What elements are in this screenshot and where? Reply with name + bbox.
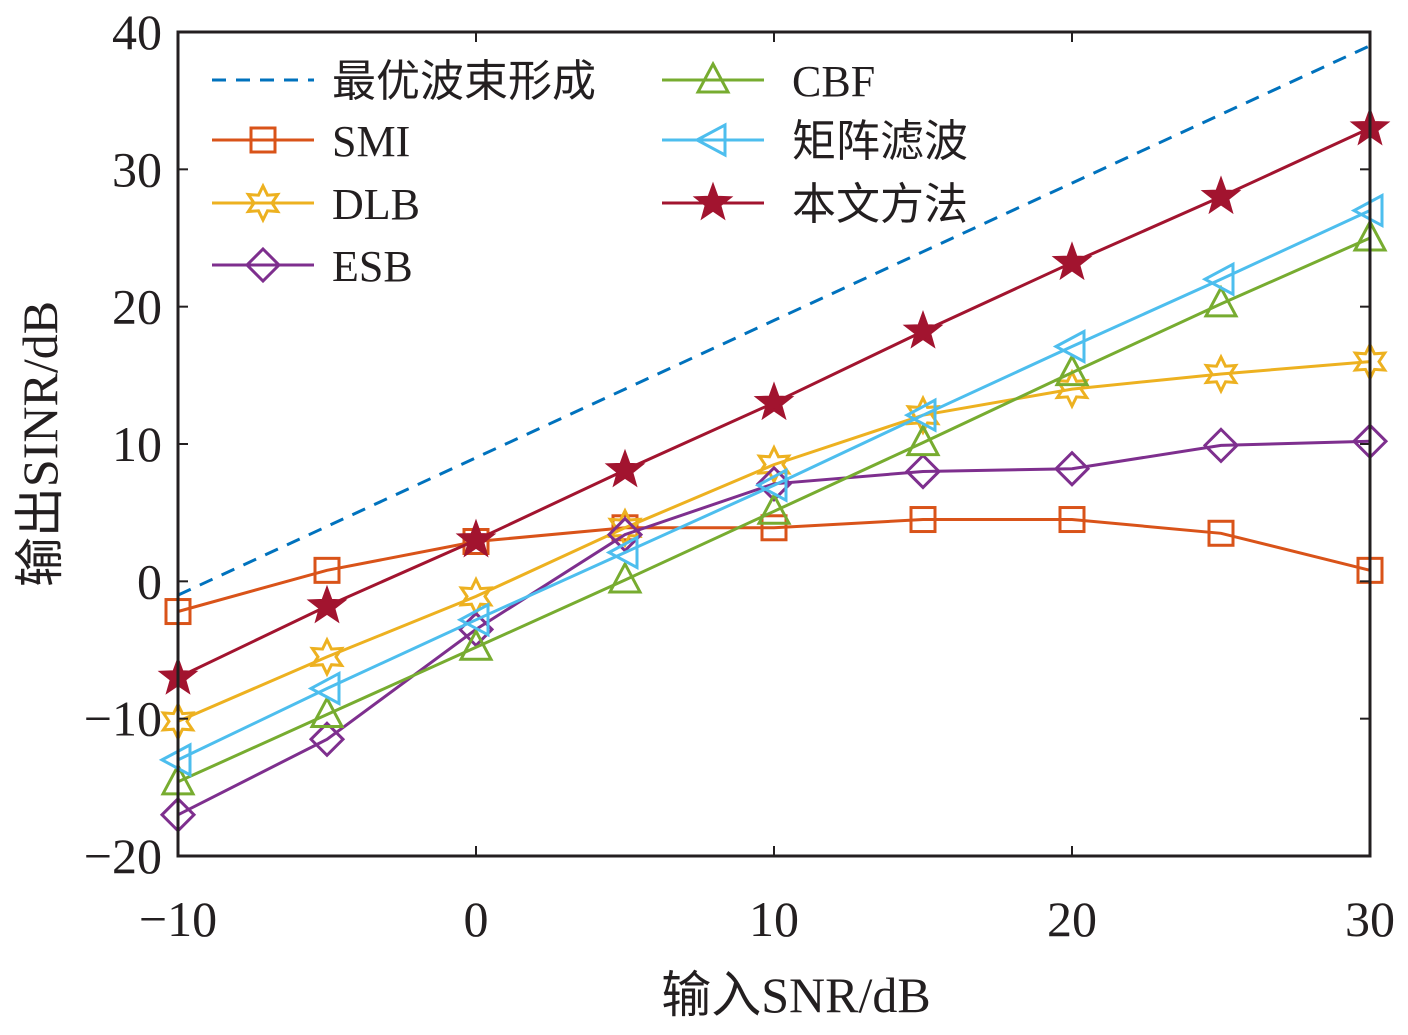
data-point (313, 556, 341, 584)
y-tick-label: −10 (84, 691, 162, 747)
data-point (1051, 241, 1093, 281)
legend-item: DLB (212, 180, 420, 229)
legend-marker (244, 246, 282, 284)
x-tick-label: −10 (139, 891, 217, 947)
y-axis-label: 输出SINR/dB (12, 301, 68, 587)
x-tick-label: 10 (749, 891, 799, 947)
legend-marker (693, 122, 727, 158)
x-tick-label: 30 (1345, 891, 1395, 947)
series-6 (157, 106, 1391, 695)
data-point (1203, 284, 1239, 318)
data-point (909, 506, 937, 534)
series-line (177, 518, 1371, 613)
axis-ticks: −10 0 10 20 30 −20 −10 0 10 20 30 40 (84, 4, 1395, 947)
data-point (611, 514, 639, 542)
data-point (1207, 519, 1235, 547)
y-tick-label: 0 (137, 553, 162, 609)
data-point (903, 397, 937, 433)
series-4 (160, 218, 1388, 796)
data-point (1200, 175, 1242, 215)
legend-label: 矩阵滤波 (792, 117, 968, 166)
data-point (1201, 261, 1235, 297)
legend-marker (249, 126, 277, 154)
legend-item: CBF (662, 57, 875, 106)
legend-item: ESB (212, 242, 413, 291)
y-tick-label: −20 (84, 828, 162, 884)
legend-label: DLB (332, 180, 420, 229)
data-point (458, 628, 494, 661)
legend-item: 最优波束形成 (212, 57, 596, 106)
series-line (177, 360, 1371, 723)
legend-item: 本文方法 (662, 180, 968, 229)
data-point (309, 636, 345, 678)
data-point (904, 453, 942, 490)
data-point (456, 602, 490, 638)
data-point (308, 721, 346, 758)
data-point (1054, 353, 1090, 387)
series-5 (158, 193, 1384, 778)
legend-label: ESB (332, 242, 413, 291)
data-point (1203, 353, 1239, 395)
series-line (177, 236, 1371, 784)
data-point (905, 394, 941, 436)
data-point (754, 467, 788, 503)
legend-item: 矩阵滤波 (662, 117, 968, 166)
data-point (455, 518, 497, 558)
plot-lines (157, 44, 1391, 833)
data-point (309, 695, 345, 729)
legend-item: SMI (212, 117, 410, 166)
legend-label: 最优波束形成 (332, 57, 596, 106)
x-tick-label: 20 (1047, 891, 1097, 947)
legend-label: CBF (792, 57, 875, 106)
y-tick-label: 40 (112, 4, 162, 60)
series-0 (177, 44, 1371, 597)
data-point (306, 584, 348, 624)
y-tick-label: 20 (112, 279, 162, 335)
data-point (307, 670, 341, 706)
data-point (605, 534, 639, 570)
legend-marker (245, 182, 281, 224)
data-point (756, 444, 792, 486)
legend-marker (695, 60, 731, 94)
data-point (756, 492, 792, 525)
data-point (760, 514, 788, 542)
data-point (606, 516, 644, 553)
data-point (753, 381, 795, 421)
data-point (158, 742, 192, 778)
x-axis-label: 输入SNR/dB (661, 967, 931, 1023)
data-point (905, 423, 941, 457)
data-point (1350, 193, 1384, 229)
series-line (177, 44, 1371, 597)
data-point (902, 310, 944, 349)
data-point (607, 560, 643, 594)
series-line (177, 209, 1371, 762)
legend-label: SMI (332, 117, 410, 166)
y-tick-label: 30 (112, 141, 162, 197)
data-point (1052, 328, 1086, 364)
data-point (1202, 427, 1240, 464)
x-tick-label: 0 (464, 891, 489, 947)
data-point (1058, 506, 1086, 534)
legend-label: 本文方法 (792, 180, 968, 229)
legend-marker (692, 181, 734, 221)
y-tick-label: 10 (112, 416, 162, 472)
series-1 (164, 506, 1384, 626)
data-point (1053, 450, 1091, 487)
data-point (604, 448, 646, 488)
